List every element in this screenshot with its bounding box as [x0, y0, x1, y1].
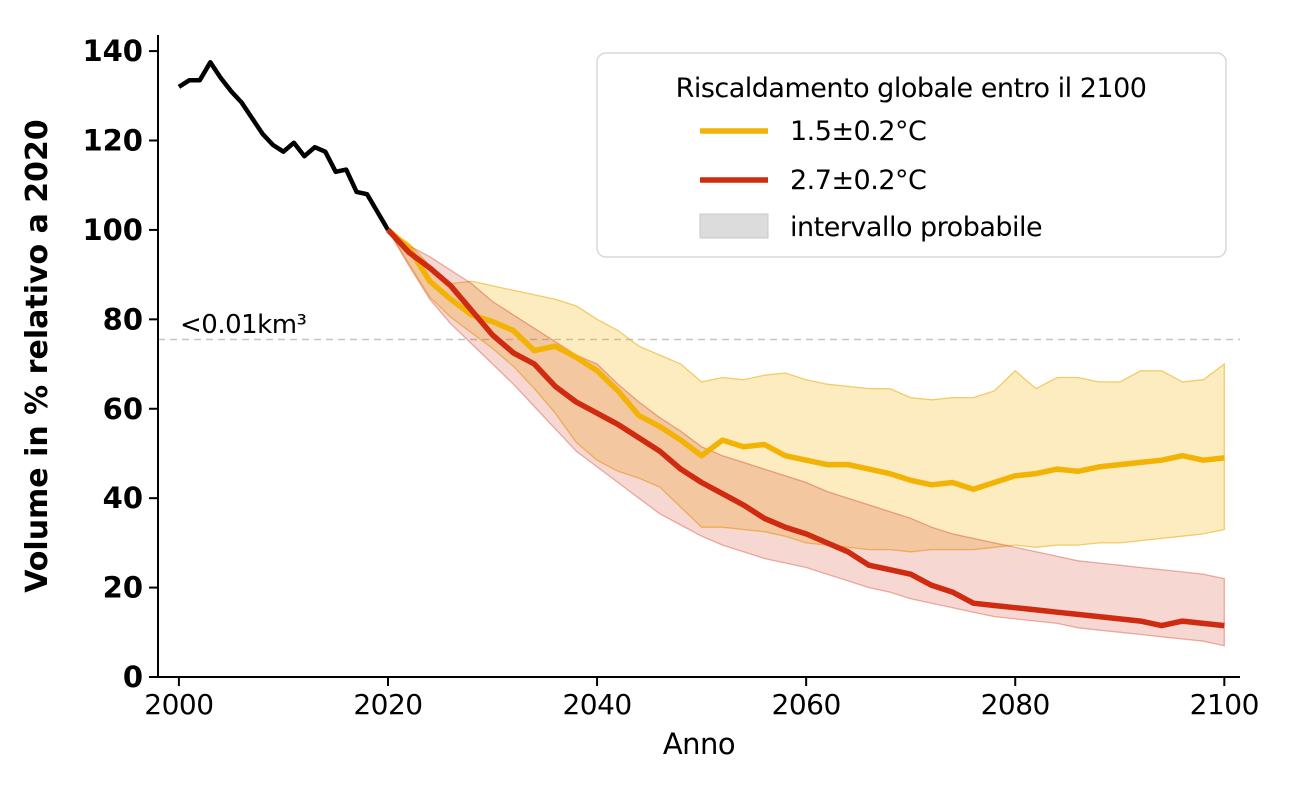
uncertainty-band-2-7c — [387, 229, 1225, 647]
y-tick-label: 40 — [103, 481, 143, 515]
x-tick-label: 2080 — [981, 688, 1050, 721]
legend-label-2-7c: 2.7±0.2°C — [790, 165, 926, 196]
y-axis-label: Volume in % relativo a 2020 — [20, 119, 55, 593]
x-tick-label: 2060 — [772, 688, 841, 721]
data-lines — [177, 60, 1225, 629]
y-tick-label: 120 — [82, 124, 143, 158]
projection-line-2-7c — [385, 228, 1225, 629]
x-tick-label: 2100 — [1190, 688, 1259, 721]
legend-label-1-5c: 1.5±0.2°C — [790, 116, 926, 147]
y-tick-label: 140 — [82, 34, 143, 68]
x-axis-label: Anno — [663, 727, 735, 761]
y-tick-group: 0 20 40 60 80 100 120 140 — [82, 34, 158, 694]
historical-line — [177, 60, 390, 232]
x-tick-label: 2000 — [144, 688, 213, 721]
y-tick-label: 20 — [103, 571, 143, 605]
y-tick-label: 80 — [103, 302, 143, 336]
projection-line-1-5c — [386, 227, 1225, 492]
legend-item-likely-range: intervallo probabile — [699, 212, 1043, 243]
x-tick-group: 2000 2020 2040 2060 2080 2100 — [144, 677, 1259, 721]
legend-item-1-5c: 1.5±0.2°C — [700, 116, 927, 147]
legend-title: Riscaldamento globale entro il 2100 — [676, 73, 1147, 104]
y-tick-label: 60 — [103, 392, 143, 426]
legend-patch-likely-range — [699, 213, 769, 239]
y-tick-label: 0 — [123, 660, 143, 694]
x-tick-label: 2040 — [562, 688, 631, 721]
legend-item-2-7c: 2.7±0.2°C — [700, 165, 927, 196]
legend: Riscaldamento globale entro il 2100 1.5±… — [596, 52, 1227, 258]
legend-label-likely-range: intervallo probabile — [790, 212, 1042, 243]
legend-box — [596, 52, 1227, 258]
uncertainty-band-1-5c — [387, 229, 1225, 553]
y-tick-label: 100 — [82, 213, 143, 247]
x-tick-label: 2020 — [353, 688, 422, 721]
uncertainty-bands — [387, 229, 1225, 647]
threshold-annotation: <0.01km³ — [180, 310, 307, 340]
